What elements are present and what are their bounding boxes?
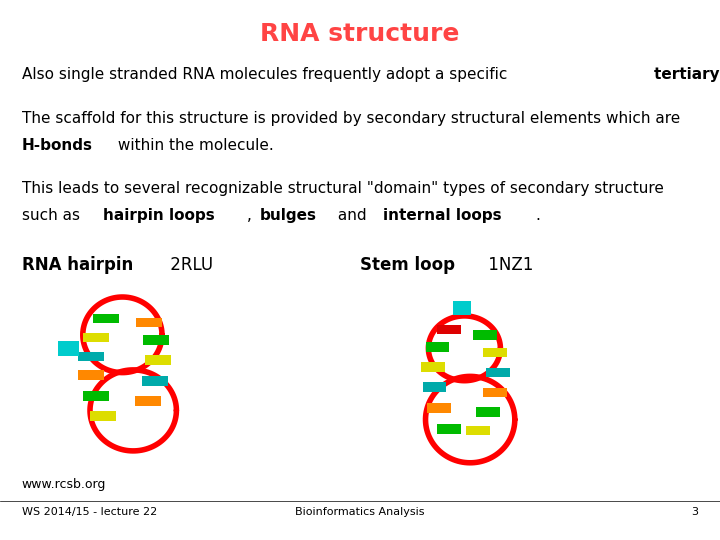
Text: hairpin loops: hairpin loops — [103, 208, 215, 223]
Text: tertiary structure: tertiary structure — [654, 68, 720, 83]
FancyBboxPatch shape — [83, 333, 109, 342]
Text: and: and — [333, 208, 372, 223]
Text: RNA hairpin: RNA hairpin — [22, 256, 133, 274]
FancyBboxPatch shape — [143, 335, 169, 345]
Text: such as: such as — [22, 208, 84, 223]
FancyBboxPatch shape — [423, 382, 446, 392]
FancyBboxPatch shape — [78, 352, 104, 361]
FancyBboxPatch shape — [483, 388, 507, 397]
FancyBboxPatch shape — [78, 370, 104, 380]
Text: 1NZ1: 1NZ1 — [482, 256, 533, 274]
FancyBboxPatch shape — [421, 362, 445, 372]
FancyBboxPatch shape — [486, 368, 510, 377]
FancyBboxPatch shape — [426, 342, 449, 352]
FancyBboxPatch shape — [453, 301, 471, 315]
Text: Stem loop: Stem loop — [360, 256, 455, 274]
FancyBboxPatch shape — [90, 411, 116, 421]
FancyBboxPatch shape — [466, 426, 490, 435]
Text: Also single stranded RNA molecules frequently adopt a specific: Also single stranded RNA molecules frequ… — [22, 68, 512, 83]
FancyBboxPatch shape — [476, 407, 500, 417]
Text: The scaffold for this structure is provided by secondary structural elements whi: The scaffold for this structure is provi… — [22, 111, 680, 126]
FancyBboxPatch shape — [58, 341, 79, 356]
Text: ,: , — [247, 208, 256, 223]
FancyBboxPatch shape — [93, 314, 119, 323]
Text: .: . — [536, 208, 541, 223]
Text: www.rcsb.org: www.rcsb.org — [22, 478, 106, 491]
FancyBboxPatch shape — [135, 396, 161, 406]
FancyBboxPatch shape — [142, 376, 168, 386]
Text: 2RLU: 2RLU — [165, 256, 213, 274]
FancyBboxPatch shape — [473, 330, 497, 340]
FancyBboxPatch shape — [437, 424, 461, 434]
Text: Bioinformatics Analysis: Bioinformatics Analysis — [295, 507, 425, 517]
FancyBboxPatch shape — [427, 403, 451, 413]
Text: internal loops: internal loops — [383, 208, 501, 223]
FancyBboxPatch shape — [145, 355, 171, 365]
Text: This leads to several recognizable structural "domain" types of secondary struct: This leads to several recognizable struc… — [22, 181, 663, 196]
FancyBboxPatch shape — [437, 325, 461, 334]
Text: RNA structure: RNA structure — [261, 22, 459, 45]
Text: bulges: bulges — [259, 208, 317, 223]
FancyBboxPatch shape — [483, 348, 507, 357]
FancyBboxPatch shape — [136, 318, 162, 327]
Text: 3: 3 — [691, 507, 698, 517]
Text: WS 2014/15 - lecture 22: WS 2014/15 - lecture 22 — [22, 507, 157, 517]
Text: H-bonds: H-bonds — [22, 138, 93, 153]
Text: within the molecule.: within the molecule. — [113, 138, 274, 153]
FancyBboxPatch shape — [83, 391, 109, 401]
